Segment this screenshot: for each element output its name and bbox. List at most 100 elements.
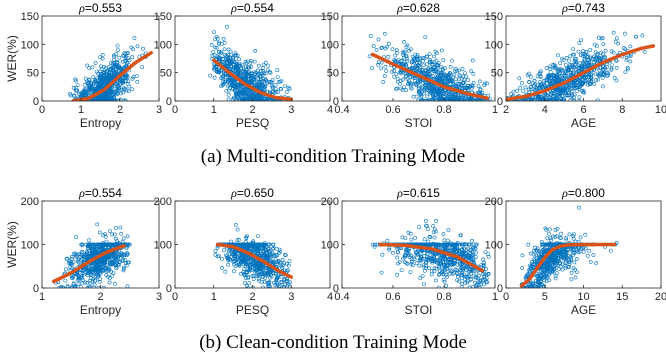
scatter-point xyxy=(106,242,111,247)
scatter-point xyxy=(469,69,474,74)
scatter-point xyxy=(529,87,534,92)
scatter-point xyxy=(244,70,249,75)
scatter-point xyxy=(286,85,291,90)
scatter-point xyxy=(572,52,577,57)
scatter-point xyxy=(552,62,557,67)
scatter-point xyxy=(260,280,265,285)
scatter-point xyxy=(268,272,273,277)
scatter-point xyxy=(543,98,548,101)
scatter-point xyxy=(518,85,523,90)
scatter-point xyxy=(273,87,278,92)
scatter-point xyxy=(461,74,466,79)
scatter-point xyxy=(572,86,576,91)
scatter-point xyxy=(568,63,572,67)
scatter-point xyxy=(405,251,410,256)
scatter-point xyxy=(404,88,409,93)
scatter-point xyxy=(76,282,81,287)
scatter-point xyxy=(113,87,118,91)
scatter-point xyxy=(275,253,280,258)
scatter-point xyxy=(260,66,265,70)
scatter-point xyxy=(376,60,381,65)
scatter-point xyxy=(225,57,230,62)
scatter-point xyxy=(449,257,454,262)
scatter-point xyxy=(64,256,69,261)
scatter-point xyxy=(434,218,439,223)
scatter-point xyxy=(215,245,220,250)
scatter-point xyxy=(93,61,98,65)
scatter-point xyxy=(408,231,413,236)
scatter-point xyxy=(123,98,128,101)
scatter-point xyxy=(567,85,571,90)
scatter-point xyxy=(135,44,140,49)
scatter-point xyxy=(393,59,398,63)
scatter-point xyxy=(399,268,404,273)
scatter-point xyxy=(114,71,119,76)
scatter-point xyxy=(401,85,406,90)
scatter-point xyxy=(111,61,116,65)
scatter-point xyxy=(265,271,270,276)
scatter-point xyxy=(263,77,268,82)
scatter-point xyxy=(97,83,102,88)
scatter-point xyxy=(240,258,245,263)
scatter-point xyxy=(225,58,230,63)
scatter-point xyxy=(425,98,430,101)
scatter-point xyxy=(63,278,68,283)
scatter-point xyxy=(553,66,558,70)
rho-value: =0.743 xyxy=(568,1,605,15)
scatter-point xyxy=(397,82,402,87)
panel-title: ρ=0.743 xyxy=(561,1,605,15)
scatter-point xyxy=(410,54,415,59)
scatter-point xyxy=(433,98,438,101)
scatter-point xyxy=(395,247,400,252)
scatter-point xyxy=(102,76,106,81)
scatter-point xyxy=(599,36,604,41)
scatter-point xyxy=(429,67,434,72)
scatter-point xyxy=(421,98,425,101)
scatter-point xyxy=(482,83,487,88)
scatter-point xyxy=(248,94,253,99)
scatter-point xyxy=(218,56,223,61)
axes-frame xyxy=(41,15,160,102)
y-axis-label: WER(%) xyxy=(5,221,19,268)
scatter-point xyxy=(460,97,465,101)
scatter-point xyxy=(79,242,84,247)
scatter-point xyxy=(410,81,415,86)
scatter-point xyxy=(243,254,248,259)
scatter-point xyxy=(413,235,418,240)
scatter-point xyxy=(521,89,526,94)
scatter-point xyxy=(249,242,254,247)
scatter-point xyxy=(285,283,290,288)
scatter-point xyxy=(441,244,446,249)
fit-curve xyxy=(370,52,490,100)
rho-symbol: ρ xyxy=(561,1,568,15)
scatter-point xyxy=(125,234,130,239)
scatter-point xyxy=(433,278,438,283)
scatter-point xyxy=(443,88,448,93)
scatter-point xyxy=(94,267,99,272)
scatter-point xyxy=(470,58,475,63)
scatter-point xyxy=(109,269,114,274)
scatter-point xyxy=(588,72,593,77)
scatter-point xyxy=(280,265,285,270)
scatter-point xyxy=(567,58,571,63)
scatter-point xyxy=(408,47,413,52)
scatter-point xyxy=(483,250,488,255)
scatter-point xyxy=(87,80,91,85)
scatter-point xyxy=(467,285,472,288)
scatter-point xyxy=(436,244,441,249)
x-tick-label: 8 xyxy=(619,104,625,116)
x-axis-label: AGE xyxy=(571,116,596,130)
scatter-point xyxy=(75,83,80,88)
scatter-point xyxy=(460,67,465,71)
scatter-point xyxy=(118,97,123,101)
scatter-point xyxy=(277,283,282,288)
scatter-point xyxy=(80,243,84,248)
scatter-point xyxy=(573,62,578,67)
scatter-point xyxy=(96,273,101,278)
scatter-point xyxy=(554,99,558,101)
scatter-point xyxy=(89,251,94,256)
scatter-point xyxy=(601,42,606,47)
scatter-point xyxy=(275,283,280,287)
scatter-points xyxy=(367,31,492,101)
